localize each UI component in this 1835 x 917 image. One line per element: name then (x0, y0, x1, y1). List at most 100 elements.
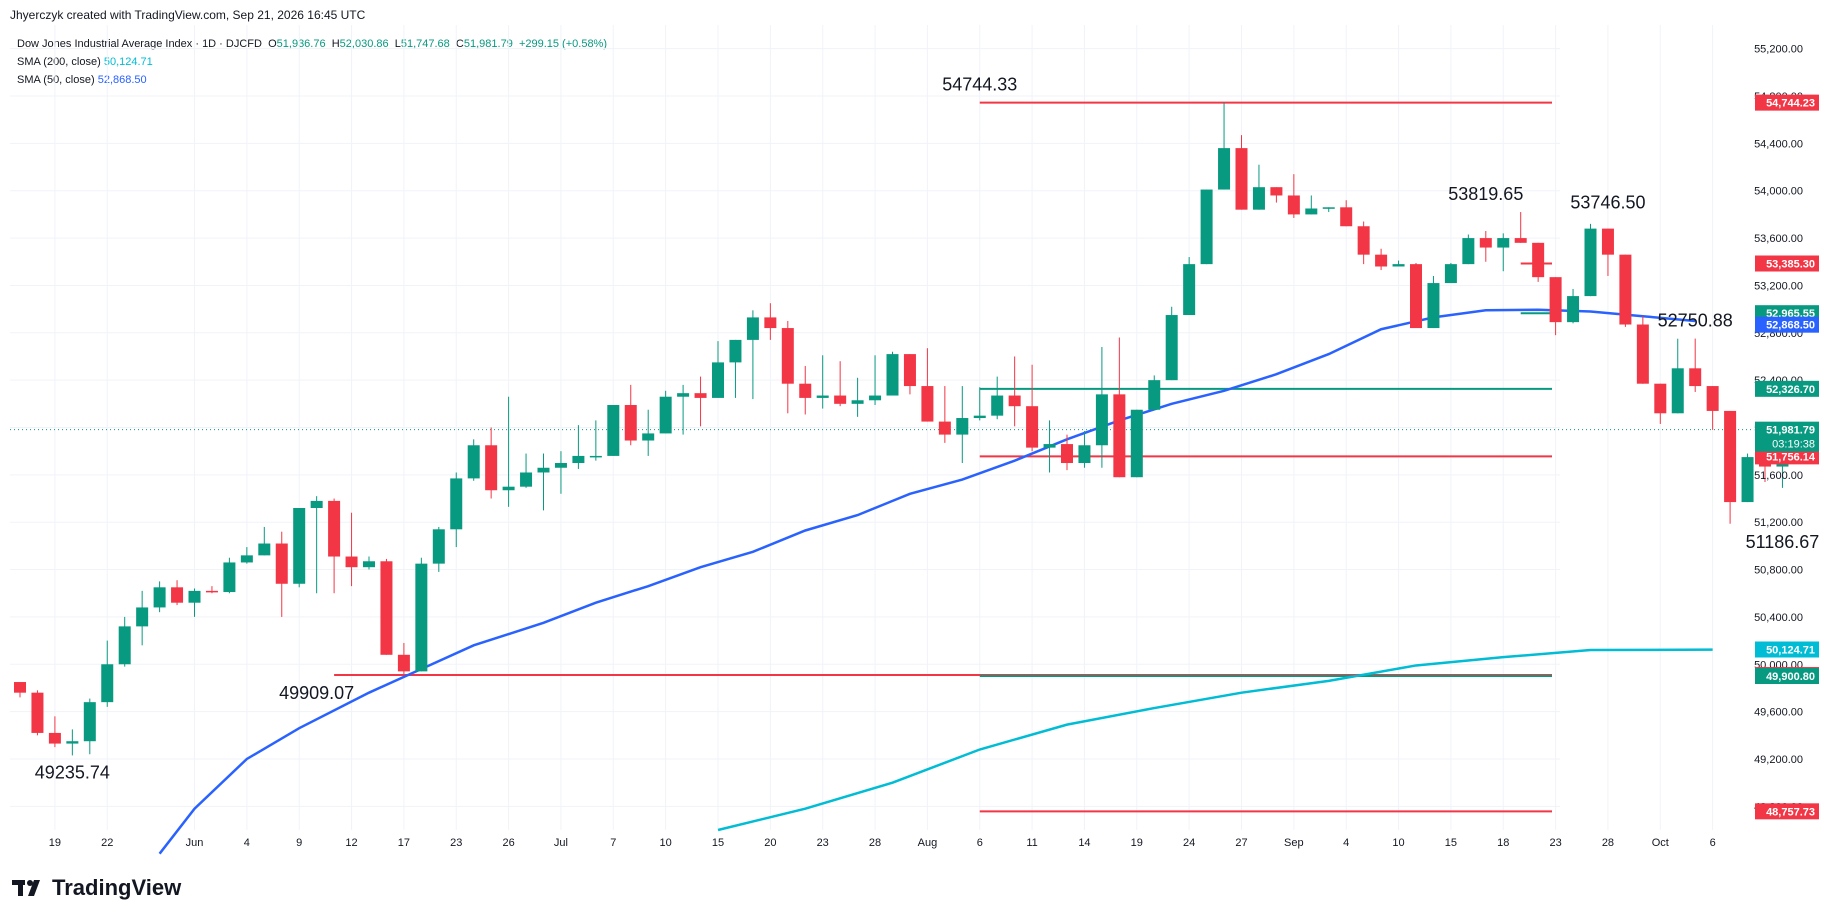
candle-up (136, 590, 149, 646)
candle-body (1148, 380, 1161, 410)
level-price-tag: 54,744.23 (1766, 98, 1815, 110)
candle-body (1741, 457, 1754, 503)
sma200-value: 50,124.71 (103, 56, 153, 68)
candle-up (659, 390, 672, 434)
x-tick-label: 24 (1183, 837, 1195, 849)
x-tick-label: 9 (296, 837, 302, 849)
candle-down (380, 558, 393, 655)
candle-up (415, 557, 428, 672)
x-tick-label: 4 (1343, 837, 1349, 849)
x-tick-label: 19 (49, 837, 61, 849)
candle-up (589, 420, 602, 461)
candle-body (886, 354, 899, 396)
candle-body (1357, 226, 1370, 255)
y-tick-label: 55,200.00 (1754, 44, 1803, 56)
candle-body (153, 587, 166, 608)
last-price-tag: 51,981.79 (1766, 425, 1815, 437)
candle-up (729, 339, 742, 398)
candle-up (712, 341, 724, 398)
level-price-tag: 48,757.73 (1766, 806, 1815, 818)
candle-body (1061, 444, 1073, 464)
candle-body (205, 590, 218, 593)
candle-down (799, 365, 812, 415)
candle-up (223, 557, 236, 594)
candle-body (746, 317, 759, 340)
tradingview-logo-icon (12, 880, 40, 896)
indicator-price-tag: 50,124.71 (1766, 645, 1815, 657)
candle-up (1200, 189, 1213, 265)
x-tick-label: Sep (1284, 837, 1304, 849)
candle-down (624, 384, 637, 446)
candle-down (1479, 230, 1492, 262)
x-tick-label: 6 (977, 837, 983, 849)
x-tick-label: 28 (869, 837, 881, 849)
candle-down (781, 320, 794, 414)
sma50-value: 52,868.50 (97, 74, 147, 86)
candle-body (1619, 254, 1632, 325)
candle-body (380, 561, 393, 655)
candle-up (869, 355, 882, 406)
legend-symbol-row[interactable]: Dow Jones Industrial Average Index · 1D … (17, 38, 608, 50)
candle-up (1043, 420, 1056, 473)
candle-down (1654, 383, 1667, 424)
candle-down (1636, 316, 1649, 384)
candle-body (1567, 296, 1580, 323)
candle-body (938, 421, 951, 435)
time-axis[interactable]: 19 22 Jun 4 9 12 17 23 26 Jul 7 10 15 20 23 28 Aug 6 11 14 1… (49, 837, 1716, 849)
sma200-line (717, 648, 1713, 832)
candle-body (328, 500, 341, 557)
candle-body (345, 556, 358, 568)
x-tick-label: 15 (712, 837, 724, 849)
candle-body (869, 395, 882, 401)
y-tick-label: 51,200.00 (1754, 517, 1803, 529)
candle-up (816, 355, 829, 409)
candle-body (729, 339, 742, 363)
candle-up (746, 310, 759, 400)
x-tick-label: 23 (450, 837, 462, 849)
candle-up (1567, 288, 1580, 324)
candle-body (467, 445, 480, 479)
candle-body (1043, 444, 1056, 448)
candle-down (921, 348, 934, 422)
candle-body (1252, 187, 1265, 210)
legend-sma50-row[interactable]: SMA (50, close) 52,868.50 (17, 71, 607, 89)
candle-body (293, 508, 306, 584)
candle-body (764, 317, 777, 329)
candle-body (572, 455, 585, 464)
level-price-tag-bg (1755, 668, 1819, 685)
candles (14, 102, 1806, 756)
candle-body (816, 395, 829, 398)
candle-body (921, 386, 934, 422)
candle-up (520, 453, 533, 488)
candle-down (694, 376, 707, 427)
candle-body (1200, 189, 1213, 265)
candle-down (485, 427, 498, 499)
candle-up (572, 425, 585, 469)
candle-down (1724, 410, 1737, 524)
x-tick-label: 10 (1392, 837, 1404, 849)
candle-up (677, 384, 690, 435)
x-tick-label: 23 (1549, 837, 1561, 849)
x-tick-label: 18 (1497, 837, 1509, 849)
candle-down (205, 586, 218, 594)
candle-up (1130, 409, 1143, 478)
y-tick-label: 49,600.00 (1754, 707, 1803, 719)
legend-sma200-row[interactable]: SMA (200, close) 50,124.71 (17, 53, 607, 71)
candle-up (1218, 102, 1231, 190)
chart-legend: Dow Jones Industrial Average Index · 1D … (17, 35, 607, 89)
x-tick-label: 17 (398, 837, 410, 849)
candle-down (1549, 277, 1562, 336)
candle-down (1619, 254, 1632, 327)
candle-down (1601, 228, 1614, 276)
level-price-tag: 49,900.80 (1766, 671, 1815, 683)
candle-down (48, 716, 61, 748)
candle-body (1444, 264, 1457, 284)
candle-up (1497, 233, 1510, 272)
price-axis[interactable]: 55,200.0054,800.0054,400.0054,000.0053,6… (1754, 44, 1819, 820)
candle-body (48, 732, 61, 744)
candle-up (554, 451, 567, 494)
level-price-tag: 53,385.30 (1766, 259, 1815, 271)
candle-up (1078, 431, 1091, 468)
x-tick-label: 26 (502, 837, 514, 849)
